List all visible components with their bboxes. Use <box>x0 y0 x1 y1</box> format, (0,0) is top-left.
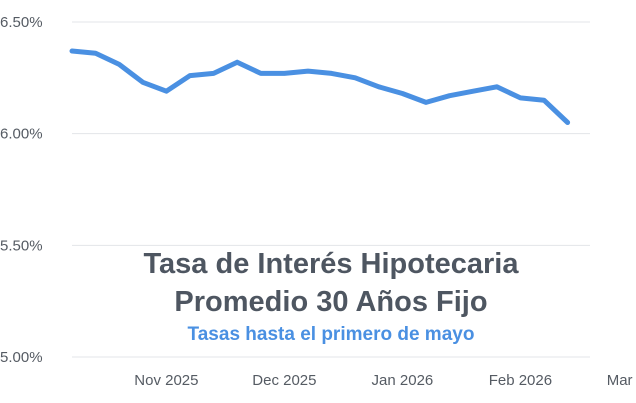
series-line <box>69 48 571 125</box>
chart-title-line-1: Tasa de Interés Hipotecaria <box>143 248 519 280</box>
x-tick-label: Mar 2026 <box>607 372 636 389</box>
y-tick-label: 5.50% <box>0 237 43 254</box>
x-tick-label: Jan 2026 <box>372 372 434 389</box>
y-tick-label: 6.50% <box>0 14 43 31</box>
x-tick-label: Dec 2025 <box>252 372 316 389</box>
x-tick-label: Nov 2025 <box>134 372 198 389</box>
chart-subtitle: Tasas hasta el primero de mayo <box>187 324 475 345</box>
y-tick-label: 5.00% <box>0 349 43 366</box>
chart-title-line-2: Promedio 30 Años Fijo <box>174 286 488 318</box>
x-tick-label: Feb 2026 <box>489 372 552 389</box>
y-tick-label: 6.00% <box>0 126 43 143</box>
